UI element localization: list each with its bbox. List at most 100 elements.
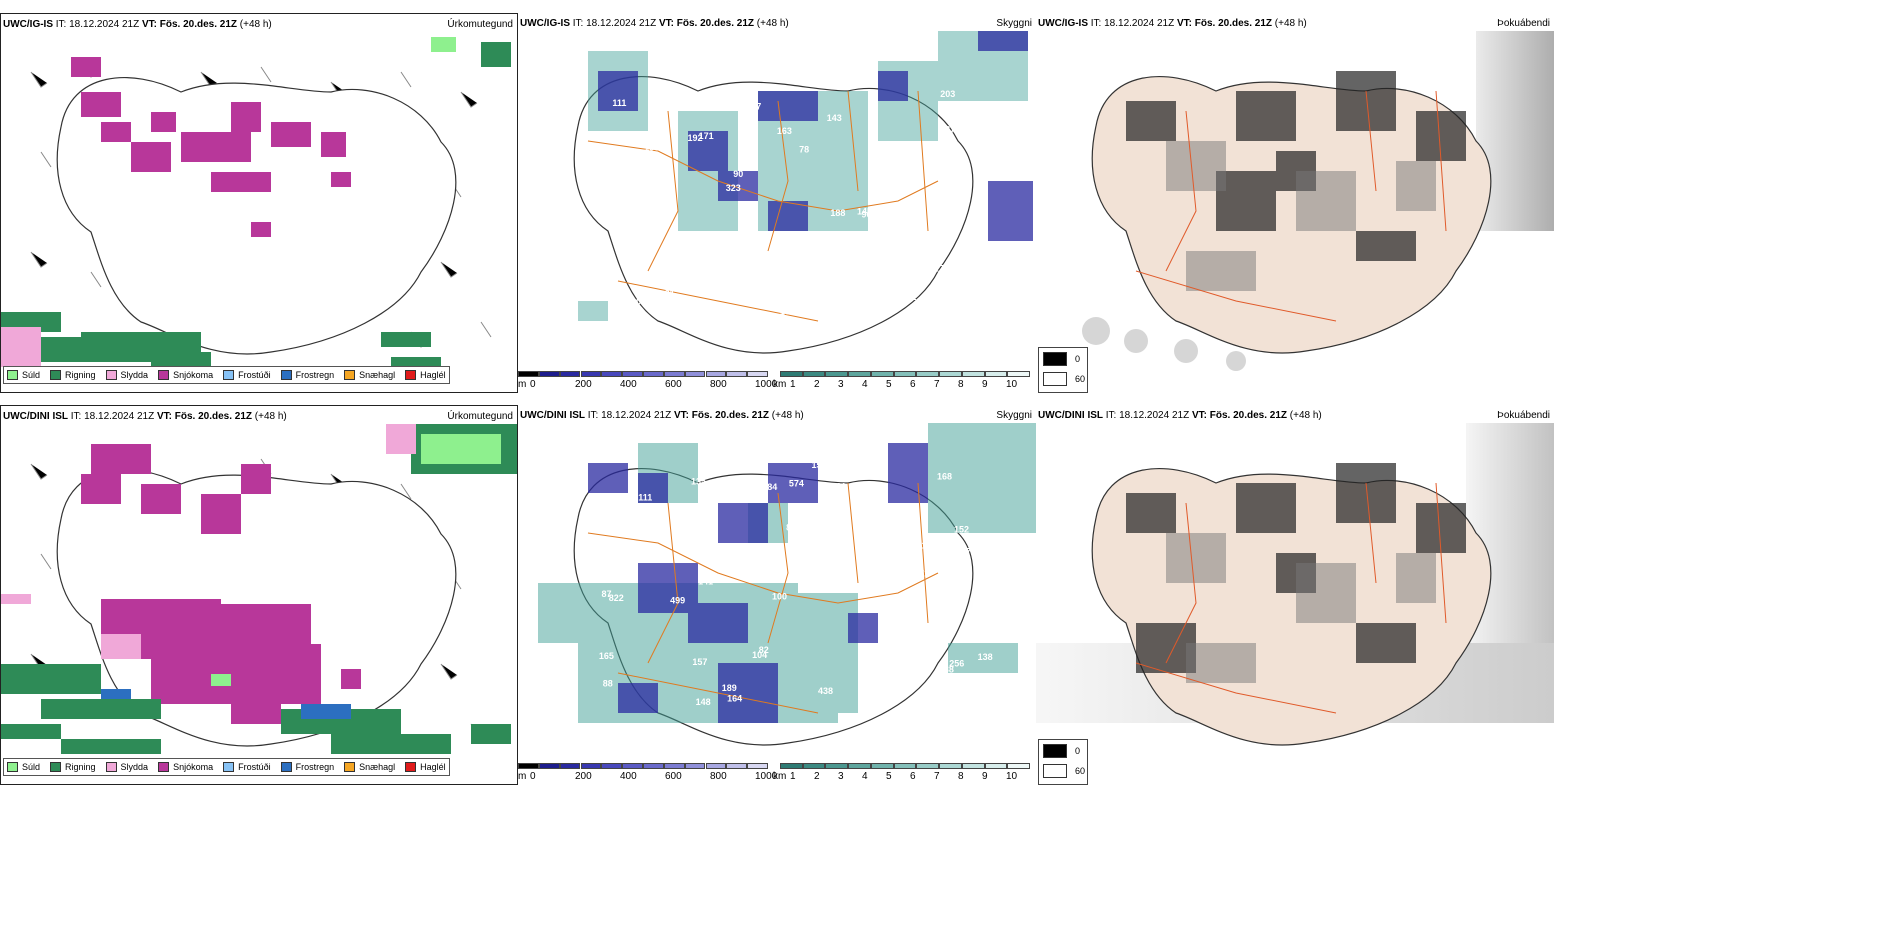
visibility-value-label: 138: [939, 664, 954, 674]
colorbar-tick: 600: [665, 379, 682, 390]
colorbar-swatch: [916, 371, 940, 377]
visibility-value-label: 104: [736, 100, 751, 110]
visibility-value-label: 111: [612, 98, 626, 108]
legend-label: Snjókoma: [173, 762, 214, 772]
blue-lowvis: [598, 31, 1033, 241]
colorbar-swatch: [538, 763, 560, 769]
visibility-value-label: 127: [929, 264, 944, 274]
colorbar-tick: 400: [620, 771, 637, 782]
visibility-value-label: 80: [899, 682, 909, 692]
colorbar-swatch: [622, 371, 643, 377]
visibility-value-label: 102: [901, 292, 916, 302]
colorbar-tick: 800: [710, 771, 727, 782]
colorbar-swatch: [643, 763, 664, 769]
colorbar-tick: 8: [958, 771, 964, 782]
panel-title: UWC/IG-IS IT: 18.12.2024 21Z VT: Fös. 20…: [3, 19, 272, 30]
visibility-value-label: 237: [940, 124, 955, 134]
legend-label: Rigning: [65, 762, 96, 772]
panel-type-label: Skyggni: [996, 410, 1032, 421]
visibility-value-label: 164: [921, 540, 936, 550]
precip-legend: Súld Rigning Slydda Snjókoma Frostúði Frostre…: [3, 366, 450, 384]
visibility-value-label: 152: [954, 525, 969, 535]
colorbar-swatch: [870, 371, 894, 377]
colorbar-swatch: [643, 371, 664, 377]
panel-type-label: Úrkomutegund: [447, 19, 513, 30]
legend-item: Haglél: [405, 370, 446, 380]
visibility-colorbar: m 0 200 400 600 800 1000 km 1 2 3 4 5 6 7 8 9 10: [518, 371, 1036, 393]
colorbar-swatch: [984, 763, 1008, 769]
legend-swatch: [7, 762, 18, 772]
legend-item: Frostregn: [280, 370, 335, 380]
colorbar-swatch: [802, 763, 826, 769]
visibility-value-label: 184: [762, 482, 777, 492]
colorbar-swatch: [747, 371, 768, 377]
legend-item: Snæhagl: [344, 370, 395, 380]
visibility-map: 121 152 256 89 88 118 164 157 168 190 127 108 171 164…: [538, 423, 1036, 746]
precip-legend: Súld Rigning Slydda Snjókoma Frostúði Frostre…: [3, 758, 450, 776]
colorbar-swatch: [893, 763, 917, 769]
colorbar-swatch: [893, 371, 917, 377]
legend-swatch: [280, 762, 292, 772]
legend-item: Frostregn: [280, 762, 334, 772]
colorbar-swatch: [1007, 763, 1030, 769]
visibility-value-label: 822: [609, 593, 624, 603]
legend-label: Frostúði: [238, 762, 271, 772]
fog-key-black-label: 0: [1075, 354, 1081, 364]
legend-label: Snjókoma: [173, 370, 214, 380]
visibility-value-label: 100: [772, 591, 787, 601]
colorbar-swatch: [870, 763, 894, 769]
visibility-value-label: 137: [977, 147, 992, 157]
colorbar-swatch: [580, 763, 602, 769]
visibility-value-label: 499: [670, 595, 685, 605]
legend-item: Frostúði: [223, 762, 271, 772]
fog-key-black-swatch: [1043, 352, 1067, 366]
panel-precip-type-igis: UWC/IG-IS IT: 18.12.2024 21Z VT: Fös. 20…: [0, 13, 518, 393]
colorbar-swatch: [601, 763, 623, 769]
colorbar-tick: 9: [982, 771, 988, 782]
visibility-value-label: 138: [978, 652, 993, 662]
visibility-value-label: 107: [738, 63, 753, 73]
colorbar-swatch: [601, 371, 623, 377]
fog-map: [1082, 31, 1554, 371]
visibility-value-label: 111: [638, 492, 652, 502]
legend-item: Snæhagl: [344, 762, 395, 772]
colorbar-tick: 600: [665, 771, 682, 782]
visibility-value-label: 438: [818, 686, 833, 696]
visibility-colorbar: m 0 200 400 600 800 1000 km 1 2 3 4 5 6 7 8 9 10: [518, 763, 1036, 785]
visibility-map: 164 175 203 323 143 200 104 163 124 171 261 198 217 7…: [573, 31, 1033, 354]
visibility-value-label: 83: [876, 657, 886, 667]
colorbar-tick: 800: [710, 379, 727, 390]
fog-key-white-swatch: [1043, 764, 1067, 778]
colorbar-swatch: [538, 371, 560, 377]
visibility-value-label: 190: [653, 527, 668, 537]
visibility-value-label: 574: [789, 478, 804, 488]
precip-map: [1, 37, 511, 372]
legend-item: Rigning: [50, 370, 96, 380]
legend-item: Snjókoma: [158, 762, 213, 772]
panel-fog-igis: UWC/IG-IS IT: 18.12.2024 21Z VT: Fös. 20…: [1036, 13, 1554, 393]
visibility-value-label: 23: [832, 232, 842, 242]
colorbar-swatch: [518, 371, 539, 377]
legend-label: Frostregn: [295, 370, 335, 380]
fog-key: 0 60: [1038, 347, 1088, 393]
colorbar-tick: 3: [838, 379, 844, 390]
colorbar-tick: 0: [530, 379, 536, 390]
legend-item: Snjókoma: [158, 370, 213, 380]
legend-label: Haglél: [420, 370, 446, 380]
fog-key-white-label: 60: [1075, 374, 1086, 384]
colorbar-tick: 4: [862, 771, 868, 782]
visibility-value-label: 105: [780, 306, 795, 316]
colorbar-swatch: [747, 763, 768, 769]
colorbar-swatch: [622, 763, 643, 769]
colorbar-tick: 0: [530, 771, 536, 782]
visibility-value-label: 118: [701, 465, 716, 475]
visibility-value-label: 186: [644, 142, 659, 152]
visibility-value-label: 261: [590, 281, 605, 291]
colorbar-unit: m: [518, 379, 527, 390]
legend-label: Slydda: [120, 762, 149, 772]
visibility-value-label: 82: [759, 645, 769, 655]
legend-swatch: [50, 762, 62, 772]
visibility-value-label: 188: [830, 208, 845, 218]
colorbar-tick: 7: [934, 379, 940, 390]
legend-item: Rigning: [50, 762, 96, 772]
